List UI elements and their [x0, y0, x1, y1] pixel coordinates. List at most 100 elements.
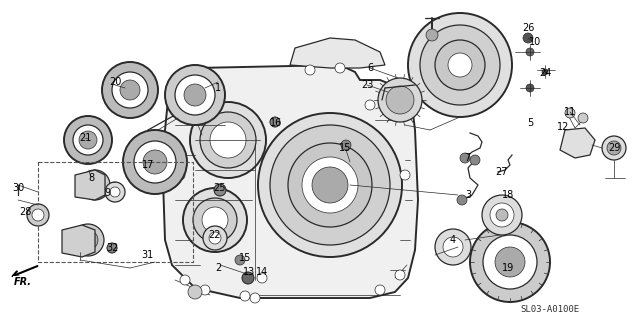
Circle shape — [305, 65, 315, 75]
Circle shape — [200, 112, 256, 168]
Circle shape — [495, 247, 525, 277]
Text: 28: 28 — [19, 207, 31, 217]
Circle shape — [180, 77, 190, 87]
Circle shape — [365, 100, 375, 110]
Circle shape — [302, 157, 358, 213]
Circle shape — [165, 65, 225, 125]
Text: 3: 3 — [465, 190, 471, 200]
Circle shape — [483, 235, 537, 289]
Circle shape — [312, 167, 348, 203]
Text: 18: 18 — [502, 190, 514, 200]
Circle shape — [193, 198, 237, 242]
Circle shape — [200, 285, 210, 295]
Text: 24: 24 — [539, 68, 551, 78]
Circle shape — [270, 125, 390, 245]
Text: 32: 32 — [106, 243, 118, 253]
Circle shape — [526, 48, 534, 56]
Circle shape — [242, 272, 254, 284]
Text: 20: 20 — [109, 77, 121, 87]
Circle shape — [335, 63, 345, 73]
Circle shape — [190, 73, 200, 83]
Circle shape — [86, 176, 104, 194]
Text: 29: 29 — [608, 143, 620, 153]
Text: 30: 30 — [12, 183, 24, 193]
Circle shape — [602, 136, 626, 160]
Text: FR.: FR. — [14, 277, 32, 287]
Circle shape — [134, 141, 176, 183]
Circle shape — [426, 29, 438, 41]
Circle shape — [395, 270, 405, 280]
Polygon shape — [163, 65, 418, 298]
Circle shape — [435, 229, 471, 265]
Circle shape — [435, 40, 485, 90]
Circle shape — [80, 170, 110, 200]
Text: 17: 17 — [142, 160, 154, 170]
Text: 26: 26 — [522, 23, 534, 33]
Text: SL03-A0100E: SL03-A0100E — [520, 306, 579, 315]
Text: 6: 6 — [367, 63, 373, 73]
Circle shape — [235, 255, 245, 265]
Circle shape — [27, 204, 49, 226]
Circle shape — [258, 113, 402, 257]
Circle shape — [209, 232, 221, 244]
Circle shape — [202, 207, 228, 233]
Circle shape — [112, 72, 148, 108]
Text: 13: 13 — [243, 267, 255, 277]
Text: 9: 9 — [104, 188, 110, 198]
Circle shape — [470, 155, 480, 165]
Text: 5: 5 — [527, 118, 533, 128]
Circle shape — [123, 130, 187, 194]
Circle shape — [482, 195, 522, 235]
Circle shape — [110, 187, 120, 197]
Circle shape — [523, 33, 533, 43]
Text: 4: 4 — [450, 235, 456, 245]
Text: 2: 2 — [215, 263, 221, 273]
Circle shape — [79, 131, 97, 149]
Circle shape — [188, 285, 202, 299]
Polygon shape — [290, 38, 385, 68]
Text: 14: 14 — [256, 267, 268, 277]
Circle shape — [32, 209, 44, 221]
Circle shape — [448, 53, 472, 77]
Polygon shape — [62, 225, 95, 257]
Circle shape — [78, 230, 98, 250]
Circle shape — [565, 108, 575, 118]
Circle shape — [175, 75, 215, 115]
Circle shape — [184, 84, 206, 106]
Circle shape — [183, 188, 247, 252]
Circle shape — [490, 203, 514, 227]
Circle shape — [270, 117, 280, 127]
Circle shape — [240, 291, 250, 301]
Text: 11: 11 — [564, 107, 576, 117]
Polygon shape — [560, 128, 595, 158]
Circle shape — [203, 226, 227, 250]
Text: 25: 25 — [214, 183, 226, 193]
Text: 8: 8 — [88, 173, 94, 183]
Circle shape — [378, 78, 422, 122]
Circle shape — [386, 86, 414, 114]
Circle shape — [64, 116, 112, 164]
Circle shape — [190, 102, 266, 178]
Circle shape — [143, 150, 167, 174]
Text: 15: 15 — [239, 253, 251, 263]
Circle shape — [496, 209, 508, 221]
Text: 15: 15 — [339, 143, 351, 153]
Circle shape — [102, 62, 158, 118]
Text: 10: 10 — [529, 37, 541, 47]
Text: 22: 22 — [209, 230, 221, 240]
Text: 1: 1 — [215, 83, 221, 93]
Circle shape — [375, 285, 385, 295]
Circle shape — [526, 84, 534, 92]
Circle shape — [400, 170, 410, 180]
Circle shape — [210, 122, 246, 158]
Circle shape — [107, 243, 117, 253]
Circle shape — [175, 170, 185, 180]
Circle shape — [470, 222, 550, 302]
Circle shape — [73, 125, 103, 155]
Text: 12: 12 — [557, 122, 569, 132]
Text: 27: 27 — [496, 167, 508, 177]
Circle shape — [460, 153, 470, 163]
Text: 31: 31 — [141, 250, 153, 260]
Circle shape — [190, 100, 200, 110]
Circle shape — [72, 224, 104, 256]
